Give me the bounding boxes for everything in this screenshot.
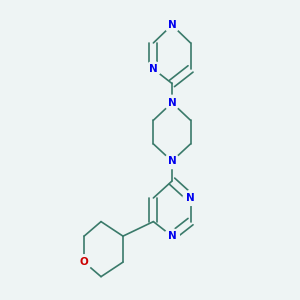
Text: N: N <box>168 98 176 108</box>
Circle shape <box>146 61 161 76</box>
Circle shape <box>164 95 179 110</box>
Circle shape <box>164 154 179 169</box>
Text: N: N <box>149 64 158 74</box>
Circle shape <box>164 18 179 32</box>
Circle shape <box>183 190 198 206</box>
Text: N: N <box>168 156 176 166</box>
Text: N: N <box>168 231 176 241</box>
Circle shape <box>77 255 92 270</box>
Circle shape <box>164 229 179 244</box>
Text: N: N <box>168 20 176 30</box>
Text: O: O <box>80 257 88 267</box>
Text: N: N <box>186 193 195 203</box>
